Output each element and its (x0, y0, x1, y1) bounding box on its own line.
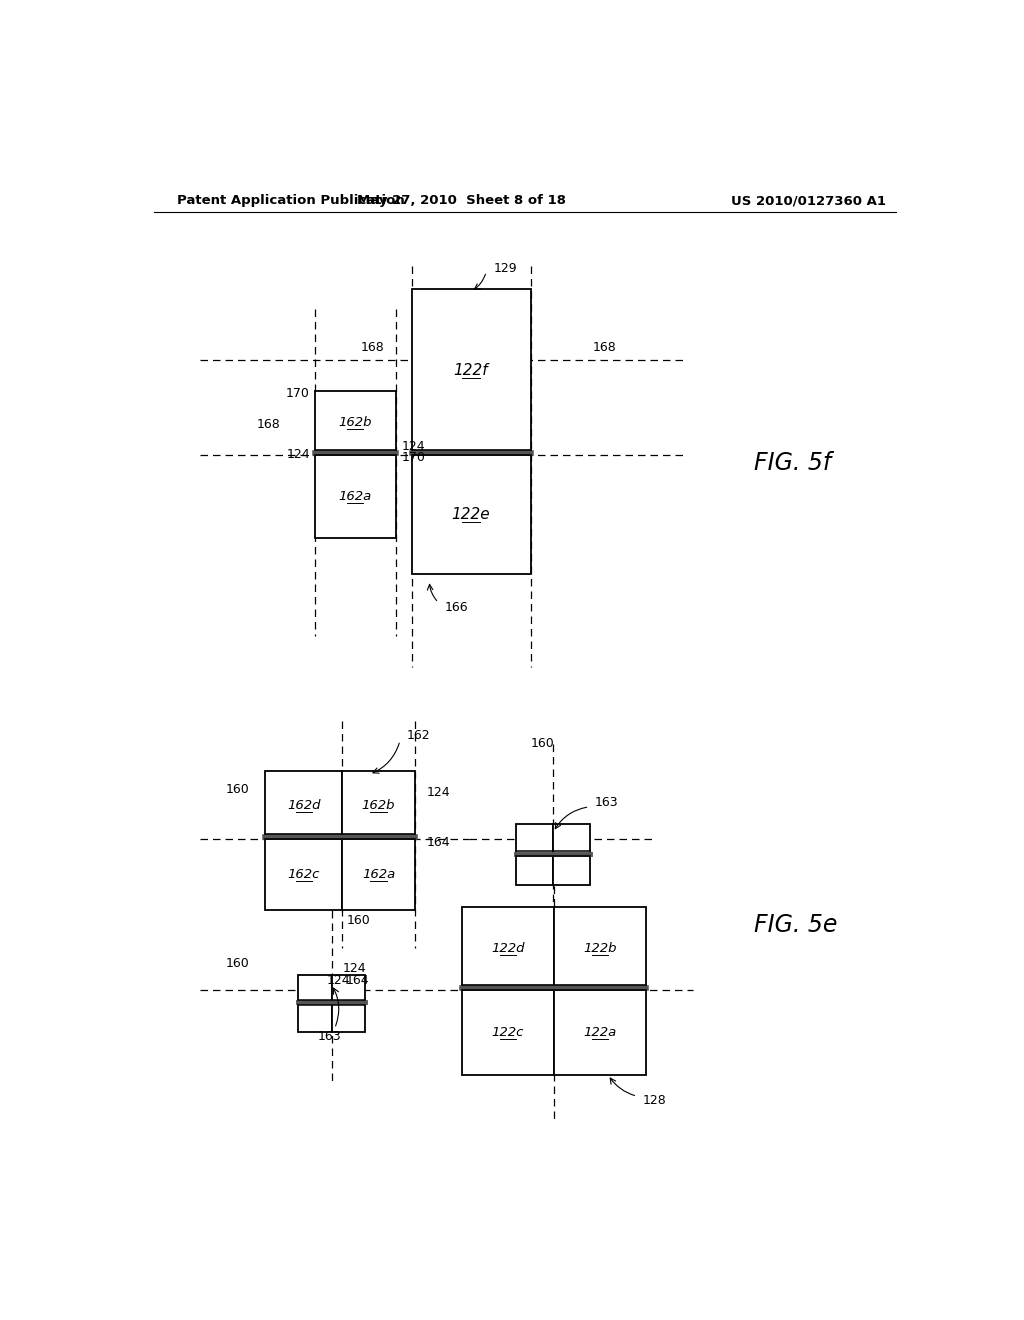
Bar (298, 1003, 332, 1032)
Bar (516, 854, 553, 886)
Bar (554, 990, 646, 1074)
Text: 162: 162 (407, 730, 430, 742)
Text: FIG. 5e: FIG. 5e (755, 912, 838, 937)
Text: US 2010/0127360 A1: US 2010/0127360 A1 (731, 194, 886, 207)
Text: 160: 160 (226, 783, 250, 796)
Text: 164: 164 (346, 974, 370, 987)
Text: 122b: 122b (584, 942, 617, 954)
Bar (332, 1003, 365, 1032)
Bar (412, 455, 531, 574)
Text: 162b: 162b (339, 416, 372, 429)
Text: 170: 170 (286, 387, 310, 400)
Text: 162b: 162b (361, 799, 395, 812)
Bar (462, 990, 554, 1074)
Text: May 27, 2010  Sheet 8 of 18: May 27, 2010 Sheet 8 of 18 (357, 194, 566, 207)
Text: 160: 160 (531, 737, 555, 750)
Bar (342, 771, 416, 840)
Bar (315, 391, 396, 455)
Text: 160: 160 (226, 957, 250, 970)
Text: 170: 170 (401, 451, 426, 465)
Text: 129: 129 (494, 261, 517, 275)
Bar (462, 907, 554, 990)
Text: 168: 168 (360, 342, 385, 354)
Bar (342, 840, 416, 909)
Text: 162d: 162d (287, 799, 321, 812)
Bar (332, 974, 365, 1003)
Bar (516, 824, 553, 854)
Text: 122d: 122d (492, 942, 524, 954)
Text: 128: 128 (643, 1094, 667, 1107)
Bar (265, 771, 342, 840)
Text: 124: 124 (401, 440, 425, 453)
Bar (553, 854, 590, 886)
Text: 124: 124 (343, 962, 367, 975)
Bar (298, 974, 332, 1003)
Text: Patent Application Publication: Patent Application Publication (177, 194, 404, 207)
Bar (554, 907, 646, 990)
Text: 124: 124 (287, 449, 310, 462)
Text: 122e: 122e (452, 507, 490, 521)
Text: 166: 166 (444, 601, 468, 614)
Text: 122a: 122a (584, 1026, 616, 1039)
Text: 124: 124 (327, 974, 351, 987)
Text: 162c: 162c (288, 869, 319, 880)
Bar (315, 455, 396, 539)
Text: 124: 124 (426, 787, 450, 800)
Text: 160: 160 (347, 915, 371, 927)
Text: 163: 163 (317, 1030, 341, 1043)
Text: 163: 163 (595, 796, 618, 809)
Text: 162a: 162a (339, 490, 372, 503)
Text: 168: 168 (257, 418, 281, 432)
Bar (265, 840, 342, 909)
Text: 122f: 122f (454, 363, 488, 378)
Bar (553, 824, 590, 854)
Bar (412, 289, 531, 453)
Text: 122c: 122c (492, 1026, 524, 1039)
Text: 162a: 162a (361, 869, 395, 880)
Text: FIG. 5f: FIG. 5f (755, 450, 831, 475)
Text: 168: 168 (593, 342, 616, 354)
Text: 164: 164 (426, 836, 450, 849)
